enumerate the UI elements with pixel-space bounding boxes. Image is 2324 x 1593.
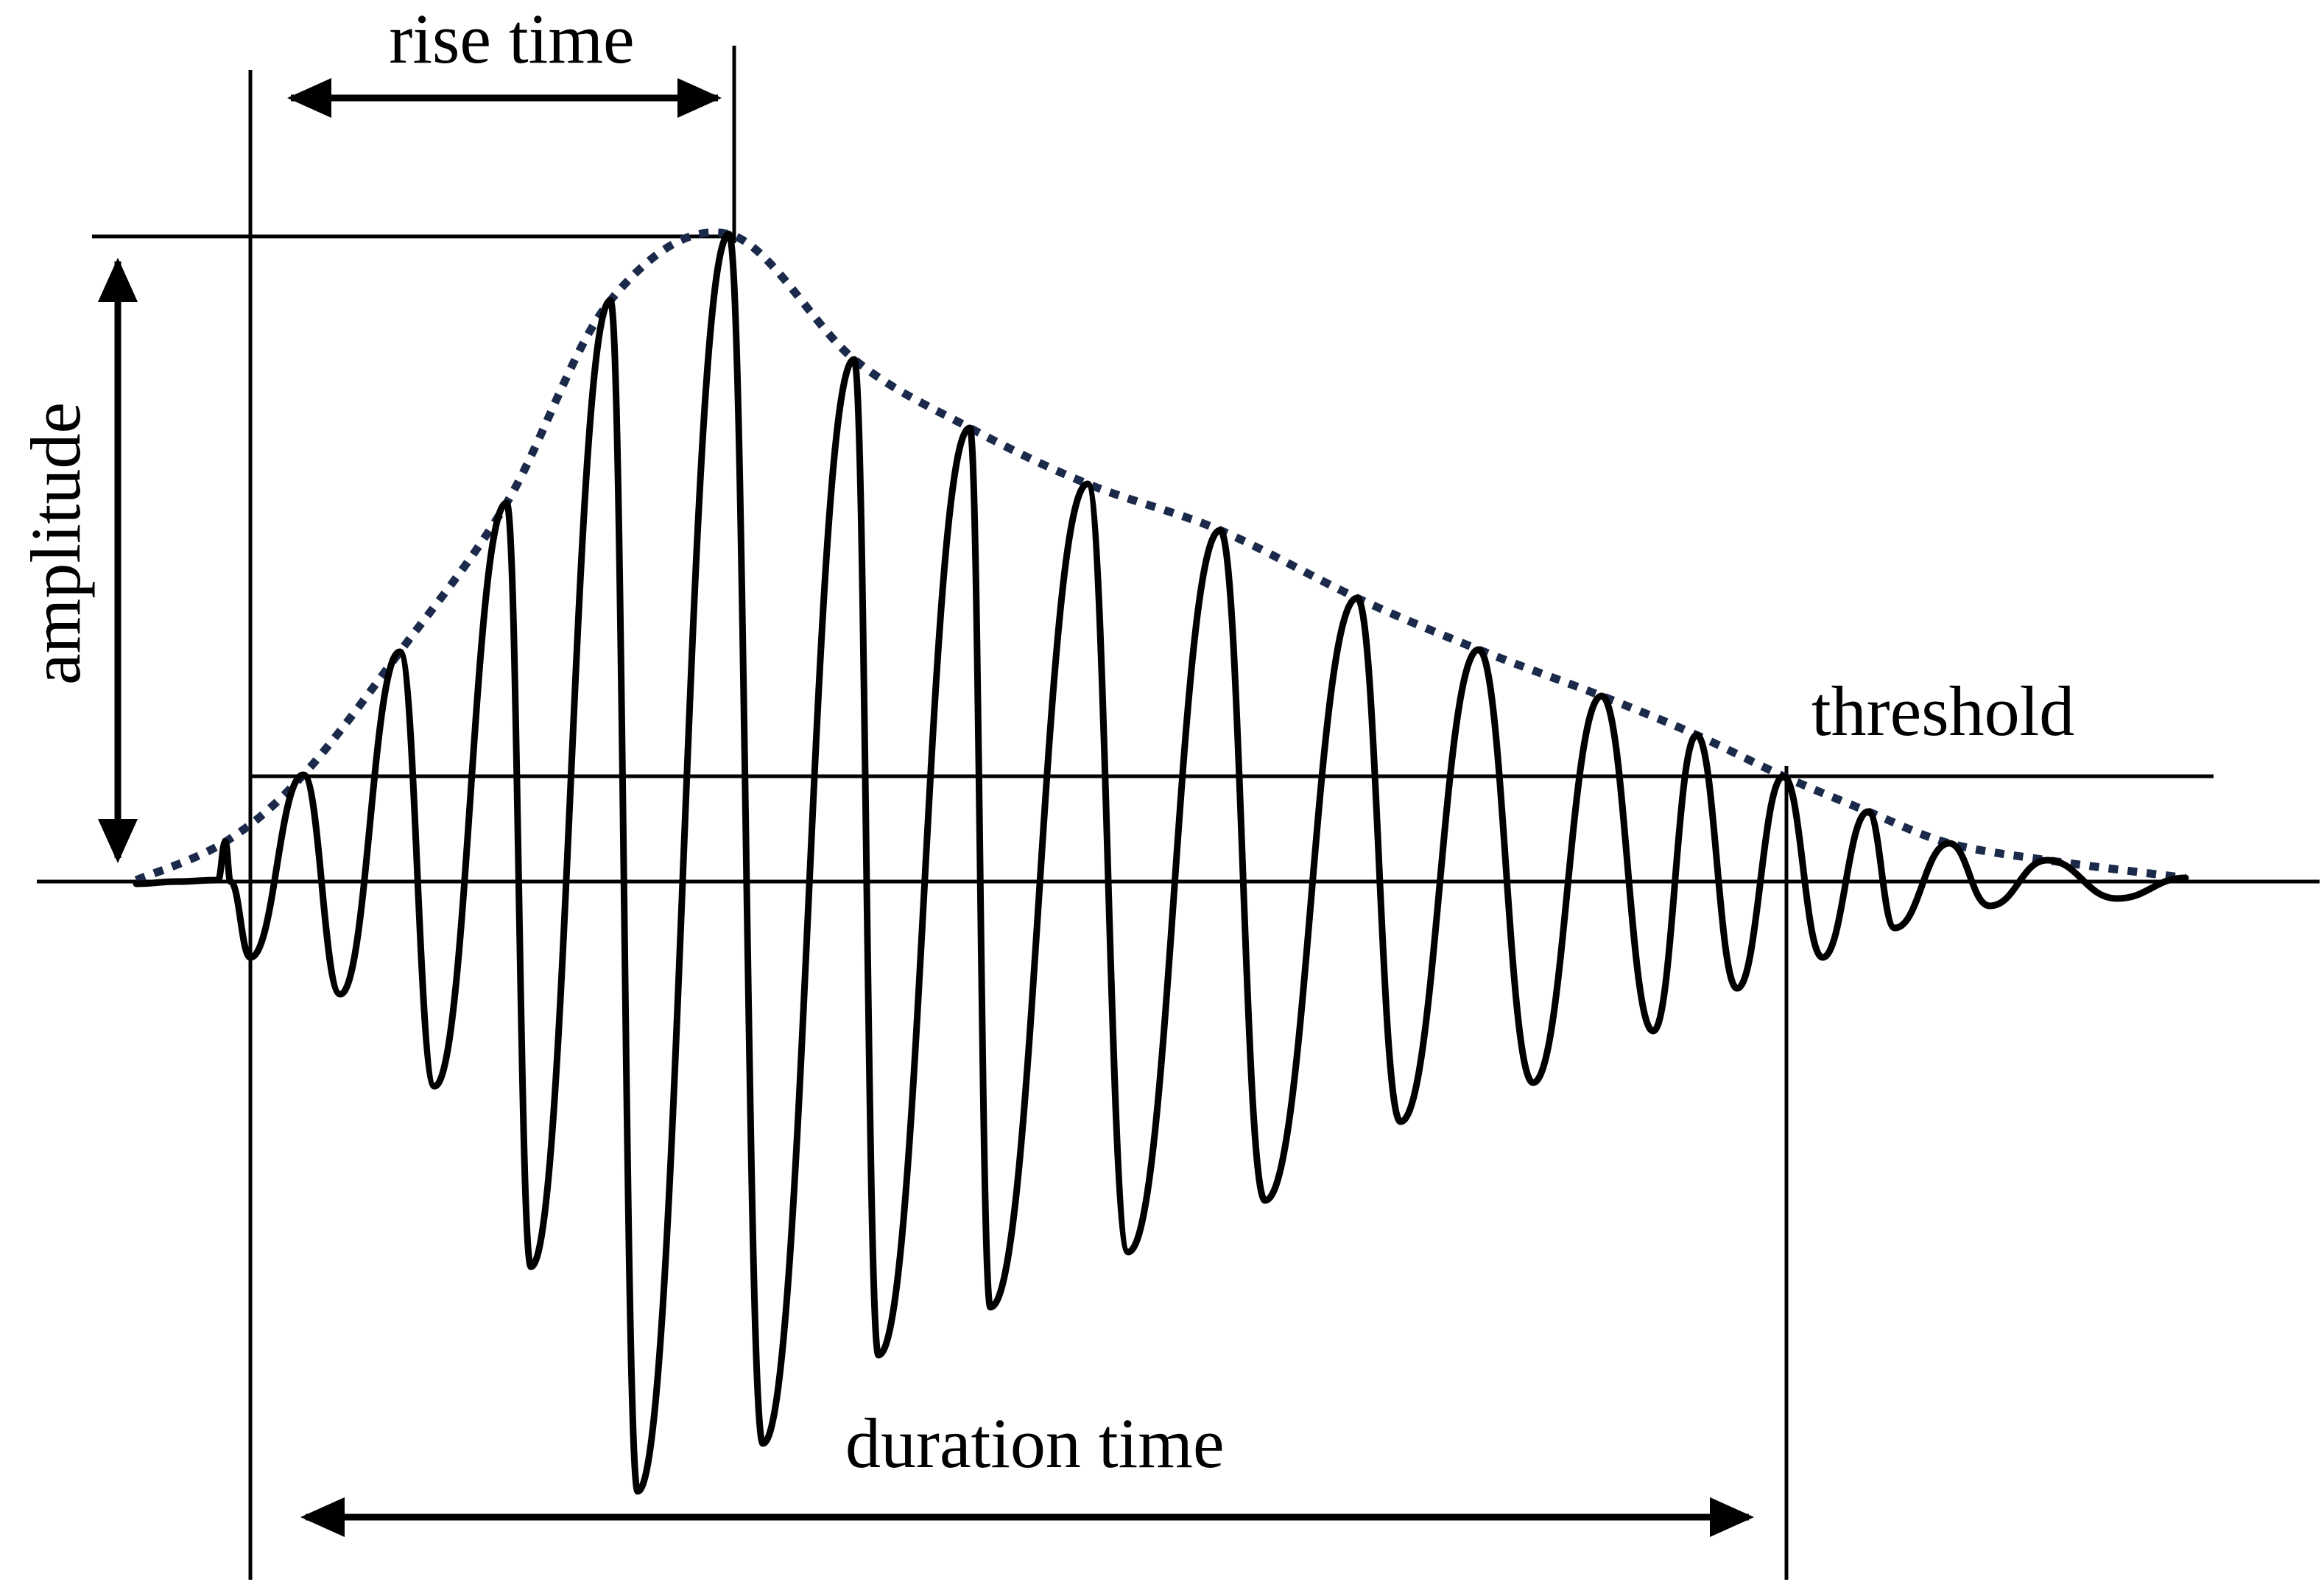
threshold-label: threshold xyxy=(1811,672,2074,750)
envelope-curve xyxy=(134,228,2186,885)
duration-time-arrow xyxy=(300,1497,1754,1537)
rise-time-arrow xyxy=(287,78,722,118)
duration-time-label: duration time xyxy=(845,1404,1225,1483)
rise-time-label: rise time xyxy=(389,0,634,78)
amplitude-label: amplitude xyxy=(16,402,95,685)
waveform-signal xyxy=(133,231,2189,1495)
amplitude-arrow xyxy=(98,258,138,863)
